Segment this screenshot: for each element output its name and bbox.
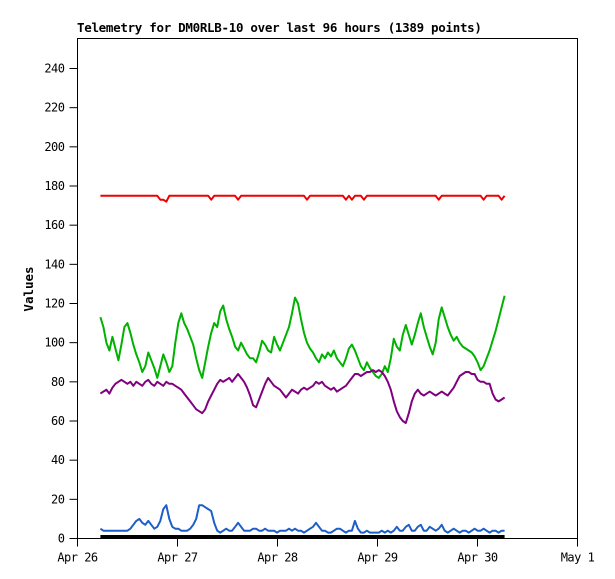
y-axis-ticks: 0 20 40 60 80 100 120 140 160 180 200 220 240 [44,62,78,546]
y-tick-label: 20 [51,492,65,506]
y-axis-label: Values [21,266,36,311]
x-tick-label: Apr 30 [457,551,498,565]
y-tick-label: 180 [44,179,64,193]
series-purple-line [99,369,506,424]
y-tick-label: 60 [51,414,65,428]
y-tick-label: 240 [44,62,64,76]
y-tick-label: 220 [44,101,64,115]
y-tick-label: 100 [44,336,64,350]
data-series-lines [99,194,506,538]
series-blue-line [99,504,505,534]
x-axis-ticks: Apr 26 Apr 27 Apr 28 Apr 29 Apr 30 May 1 [57,538,595,565]
x-tick-label: Apr 27 [157,551,198,565]
y-tick-label: 160 [44,218,64,232]
x-tick-label: May 1 [561,551,595,565]
plot-area-border [77,38,578,539]
y-tick-label: 200 [44,140,64,154]
y-tick-label: 0 [58,532,65,546]
x-tick-label: Apr 29 [357,551,398,565]
chart-title: Telemetry for DM0RLB-10 over last 96 hou… [77,20,482,35]
y-tick-label: 40 [51,453,65,467]
x-tick-label: Apr 28 [257,551,298,565]
y-tick-label: 80 [51,375,65,389]
y-tick-label: 140 [44,257,64,271]
x-tick-label: Apr 26 [57,551,98,565]
series-green-line [99,295,506,379]
y-tick-label: 120 [44,297,64,311]
series-red-line [100,194,506,203]
